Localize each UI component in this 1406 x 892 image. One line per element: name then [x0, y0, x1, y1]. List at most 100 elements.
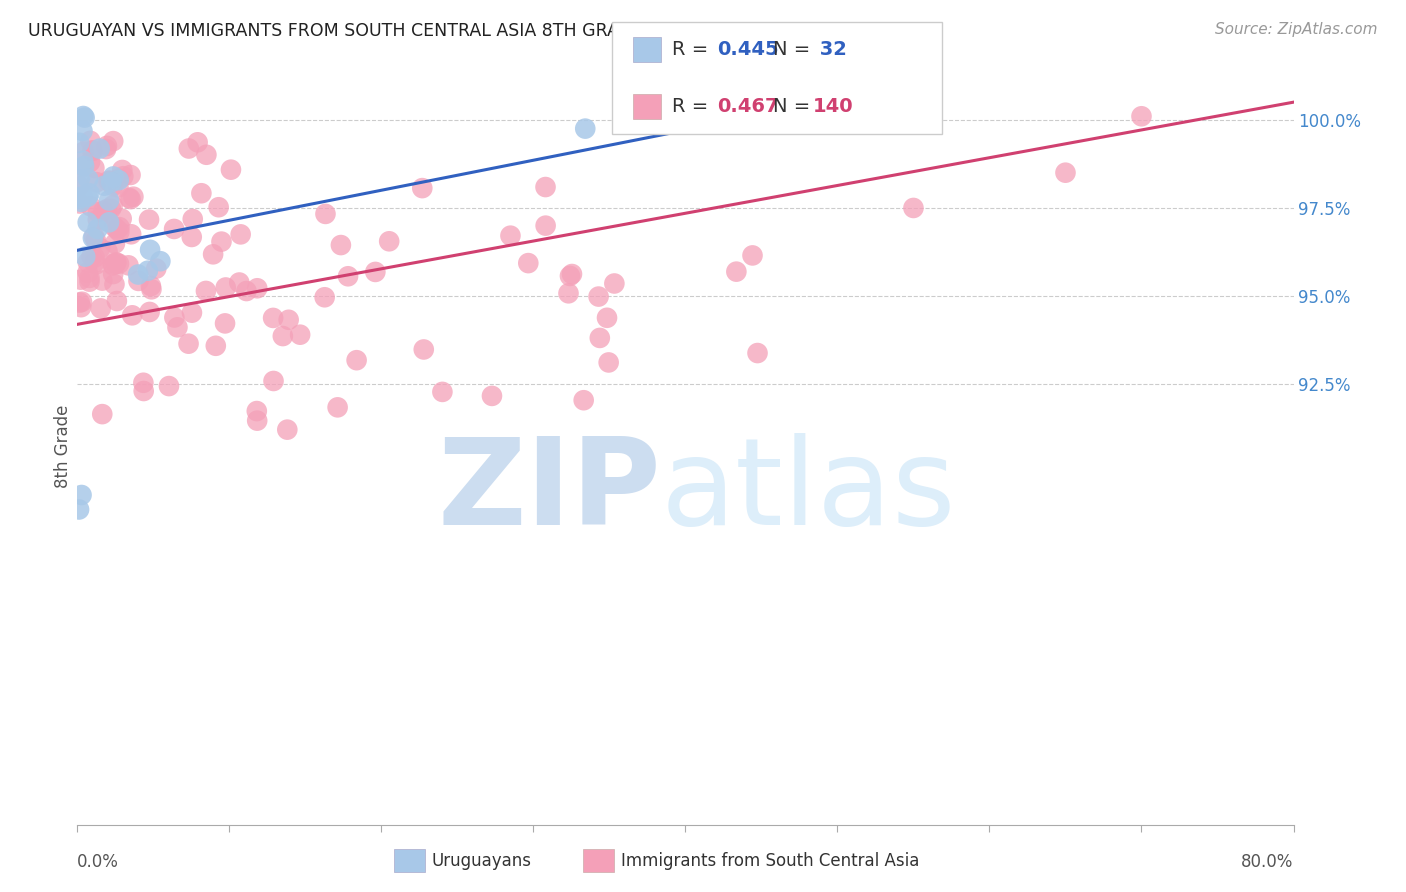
Point: [83, 161, 105, 175]
Point: [76, 265, 98, 279]
Point: [163, 222, 186, 236]
Point: [101, 259, 124, 273]
Point: [229, 227, 252, 242]
Point: [246, 414, 269, 428]
Point: [98, 194, 121, 208]
Point: [69, 273, 91, 287]
Point: [108, 171, 131, 186]
Point: [574, 121, 596, 136]
Text: 0.467: 0.467: [717, 96, 779, 116]
Point: [378, 234, 401, 248]
Point: [1054, 166, 1077, 180]
Point: [412, 343, 434, 357]
Text: Source: ZipAtlas.com: Source: ZipAtlas.com: [1215, 22, 1378, 37]
Point: [1130, 109, 1153, 123]
Point: [107, 173, 129, 187]
Point: [69, 295, 91, 310]
Point: [91, 274, 114, 288]
Point: [70, 294, 93, 309]
Point: [127, 274, 149, 288]
Point: [82, 144, 104, 158]
Point: [314, 290, 336, 304]
Point: [83, 251, 105, 265]
Text: 0.445: 0.445: [717, 40, 779, 60]
Point: [337, 269, 360, 284]
Point: [87, 205, 110, 219]
Point: [96, 202, 118, 216]
Point: [79, 199, 101, 213]
Point: [127, 268, 149, 282]
Point: [80, 250, 103, 264]
Point: [118, 191, 141, 205]
Y-axis label: 8th Grade: 8th Grade: [53, 404, 72, 488]
Point: [73, 111, 96, 125]
Text: 32: 32: [813, 40, 846, 60]
Point: [561, 267, 583, 281]
Point: [534, 219, 557, 233]
Text: ZIP: ZIP: [437, 433, 661, 550]
Point: [67, 502, 90, 516]
Text: N =: N =: [773, 40, 817, 60]
Point: [117, 258, 139, 272]
Point: [228, 276, 250, 290]
Text: URUGUAYAN VS IMMIGRANTS FROM SOUTH CENTRAL ASIA 8TH GRADE CORRELATION CHART: URUGUAYAN VS IMMIGRANTS FROM SOUTH CENTR…: [28, 22, 838, 40]
Point: [72, 160, 94, 174]
Point: [103, 219, 125, 234]
Point: [72, 124, 94, 138]
Point: [103, 267, 125, 281]
Point: [79, 134, 101, 148]
Point: [69, 172, 91, 186]
Point: [79, 155, 101, 169]
Point: [145, 261, 167, 276]
Text: atlas: atlas: [661, 433, 956, 550]
Point: [69, 196, 91, 211]
Text: R =: R =: [672, 40, 714, 60]
Point: [187, 136, 209, 150]
Point: [194, 284, 217, 298]
Point: [100, 175, 122, 189]
Point: [108, 220, 131, 235]
Point: [120, 168, 142, 182]
Point: [120, 227, 142, 242]
Point: [100, 202, 122, 216]
Point: [246, 281, 269, 295]
Point: [86, 222, 108, 236]
Point: [598, 355, 620, 369]
Point: [112, 169, 135, 184]
Point: [98, 215, 121, 229]
Point: [181, 306, 204, 320]
Point: [67, 179, 90, 194]
Point: [94, 142, 117, 156]
Point: [558, 268, 581, 283]
Text: Uruguayans: Uruguayans: [432, 852, 531, 870]
Point: [163, 310, 186, 325]
Point: [101, 257, 124, 271]
Point: [534, 180, 557, 194]
Point: [86, 257, 108, 271]
Point: [70, 488, 93, 502]
Point: [138, 305, 160, 319]
Point: [90, 301, 112, 316]
Point: [202, 247, 225, 261]
Text: N =: N =: [773, 96, 817, 116]
Point: [208, 200, 231, 214]
Point: [246, 404, 269, 418]
Point: [105, 293, 128, 308]
Point: [105, 255, 128, 269]
Point: [82, 143, 104, 157]
Point: [215, 280, 238, 294]
Text: R =: R =: [672, 96, 714, 116]
Point: [517, 256, 540, 270]
Point: [103, 277, 125, 292]
Point: [69, 192, 91, 206]
Point: [98, 173, 121, 187]
Point: [103, 169, 125, 184]
Point: [132, 376, 155, 390]
Point: [93, 203, 115, 218]
Text: 140: 140: [813, 96, 853, 116]
Point: [108, 225, 131, 239]
Point: [139, 279, 162, 293]
Point: [120, 192, 142, 206]
Point: [76, 189, 98, 203]
Point: [277, 313, 299, 327]
